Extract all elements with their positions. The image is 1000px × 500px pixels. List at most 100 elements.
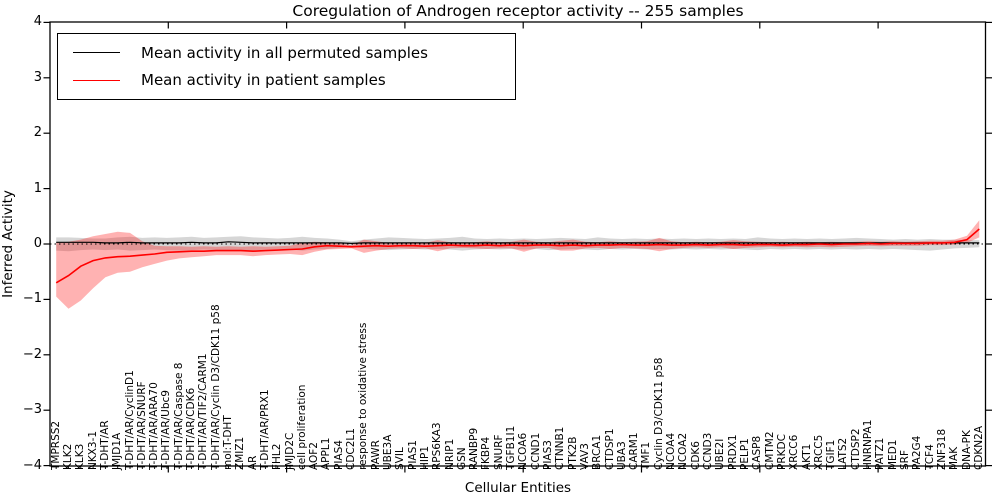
x-tick-label: Cyclin D3/CDK11 p58 bbox=[652, 357, 665, 470]
red-line-swatch bbox=[73, 79, 120, 81]
x-tick-label: T-DHT/AR/Caspase 8 bbox=[172, 362, 185, 470]
x-tick-label: JMJD2C bbox=[283, 432, 296, 470]
x-tick-label: TGFB1I1 bbox=[505, 425, 518, 470]
x-tick-label: FKBP4 bbox=[480, 436, 493, 470]
y-tick-label: 3 bbox=[33, 69, 42, 85]
permuted-std-band bbox=[56, 236, 980, 252]
patient-mean-line bbox=[55, 228, 980, 284]
x-tick-label: cell proliferation bbox=[295, 384, 308, 470]
x-tick-label: DNA-PK bbox=[960, 430, 973, 470]
x-tick-label: T-DHT/AR/Cyclin D3/CDK11 p58 bbox=[209, 304, 222, 470]
x-tick-label: CMTM2 bbox=[763, 431, 776, 470]
x-tick-label: TCF4 bbox=[923, 444, 936, 470]
x-tick-label: RANBP9 bbox=[468, 427, 481, 470]
x-tick-label: TGIF1 bbox=[825, 439, 838, 470]
x-tick-label: CTDSP1 bbox=[603, 428, 616, 470]
x-tick-label: CASP8 bbox=[751, 435, 764, 470]
x-tick-label: T-DHT/AR bbox=[98, 420, 111, 470]
legend-item-permuted: Mean activity in all permuted samples bbox=[58, 44, 515, 62]
x-tick-label: PIAS4 bbox=[332, 440, 345, 470]
patient-std-band bbox=[56, 220, 980, 309]
x-tick-label: PTK2B bbox=[566, 436, 579, 470]
x-tick-label: ZNF318 bbox=[935, 428, 948, 470]
x-tick-label: CCND3 bbox=[702, 432, 715, 470]
x-tick-label: SVIL bbox=[394, 447, 407, 470]
y-tick-label: 4 bbox=[33, 14, 42, 30]
x-tick-label: RPS6KA3 bbox=[431, 422, 444, 470]
x-tick-label: MAK bbox=[948, 446, 961, 470]
x-tick-label: NCOA6 bbox=[517, 432, 530, 470]
x-tick-label: XRCC5 bbox=[812, 434, 825, 470]
black-line-swatch bbox=[73, 52, 120, 54]
x-tick-label: TMPRSS2 bbox=[49, 420, 62, 470]
x-tick-label: CDC2L1 bbox=[345, 428, 358, 470]
y-tick-label: −2 bbox=[22, 346, 42, 362]
x-tick-label: PA2G4 bbox=[911, 435, 924, 470]
x-tick-label: ZMIZ1 bbox=[234, 436, 247, 470]
x-tick-label: response to oxidative stress bbox=[357, 322, 370, 470]
legend-item-patient: Mean activity in patient samples bbox=[58, 71, 515, 89]
legend-label-patient: Mean activity in patient samples bbox=[141, 71, 386, 90]
x-tick-label: KLK3 bbox=[74, 443, 87, 470]
x-tick-label: SNURF bbox=[492, 434, 505, 470]
x-tick-label: CTNNB1 bbox=[554, 426, 567, 470]
x-tick-label: HNRNPA1 bbox=[862, 419, 875, 470]
x-tick-label: KLK2 bbox=[61, 443, 74, 470]
x-tick-label: T-DHT/AR/PRX1 bbox=[258, 389, 271, 470]
x-tick-label: JMJD1A bbox=[111, 432, 124, 470]
x-tick-label: CDKN2A bbox=[972, 425, 985, 470]
x-tick-label: AOF2 bbox=[308, 442, 321, 470]
y-tick-label: 1 bbox=[33, 180, 42, 196]
x-tick-label: T-DHT/AR/CyclinD1 bbox=[123, 370, 136, 470]
x-tick-label: PRDX1 bbox=[726, 434, 739, 470]
x-tick-label: T-DHT/AR/CDK6 bbox=[185, 387, 198, 470]
x-tick-label: T-DHT/AR/ARA70 bbox=[148, 382, 161, 470]
x-tick-label: NRIP1 bbox=[443, 438, 456, 470]
x-tick-label: PIAS1 bbox=[406, 440, 419, 470]
x-axis-label: Cellular Entities bbox=[464, 480, 572, 496]
x-tick-label: LATS2 bbox=[837, 437, 850, 470]
x-tick-label: NKX3-1 bbox=[86, 430, 99, 470]
x-tick-label: CDK6 bbox=[689, 441, 702, 470]
x-tick-label: MED1 bbox=[886, 439, 899, 470]
y-tick-label: 0 bbox=[33, 236, 42, 251]
x-tick-label: SRF bbox=[898, 449, 911, 470]
x-tick-label: PIAS3 bbox=[542, 440, 555, 470]
x-tick-label: VAV3 bbox=[578, 443, 591, 470]
x-tick-label: UBE2I bbox=[714, 438, 727, 470]
x-tick-label: T-DHT/AR/TIF2/CARM1 bbox=[197, 353, 210, 470]
x-tick-label: NCOA2 bbox=[677, 432, 690, 470]
x-tick-label: AKT1 bbox=[800, 443, 813, 470]
x-tick-label: AR bbox=[246, 455, 259, 470]
y-tick-label: −3 bbox=[22, 402, 42, 418]
legend-label-permuted: Mean activity in all permuted samples bbox=[141, 43, 428, 62]
x-tick-label: CARM1 bbox=[628, 432, 641, 470]
chart-title: Coregulation of Androgen receptor activi… bbox=[292, 2, 744, 20]
x-tick-label: HIP1 bbox=[418, 445, 431, 470]
x-tick-label: T-DHT/AR/Ubc9 bbox=[160, 390, 173, 470]
x-tick-label: CCND1 bbox=[529, 432, 542, 470]
x-tick-label: BRCA1 bbox=[591, 434, 604, 470]
y-tick-label: −4 bbox=[22, 457, 42, 473]
x-tick-label: APPL1 bbox=[320, 437, 333, 470]
y-tick-label: 2 bbox=[33, 125, 42, 141]
x-tick-label: mol:T-DHT bbox=[221, 415, 234, 470]
x-tick-label: UBE3A bbox=[382, 434, 394, 470]
x-tick-label: T-DHT/AR/SNURF bbox=[135, 381, 148, 470]
permuted-mean-line bbox=[56, 241, 980, 245]
x-tick-label: FHL2 bbox=[271, 443, 284, 470]
y-tick-label: −1 bbox=[22, 291, 42, 307]
x-tick-label: PATZ1 bbox=[874, 437, 887, 470]
x-tick-label: NCOA4 bbox=[665, 432, 678, 470]
x-tick-label: TMF1 bbox=[640, 441, 653, 470]
x-tick-label: PELP1 bbox=[738, 438, 751, 470]
x-tick-label: GSN bbox=[455, 447, 468, 470]
x-tick-label: UBA3 bbox=[615, 441, 628, 470]
legend: Mean activity in all permuted samples Me… bbox=[57, 33, 516, 100]
x-tick-label: PAWR bbox=[369, 440, 382, 470]
x-tick-label: CTDSP2 bbox=[849, 428, 862, 470]
x-tick-label: XRCC6 bbox=[788, 434, 801, 470]
x-tick-label: PRKDC bbox=[775, 434, 788, 470]
